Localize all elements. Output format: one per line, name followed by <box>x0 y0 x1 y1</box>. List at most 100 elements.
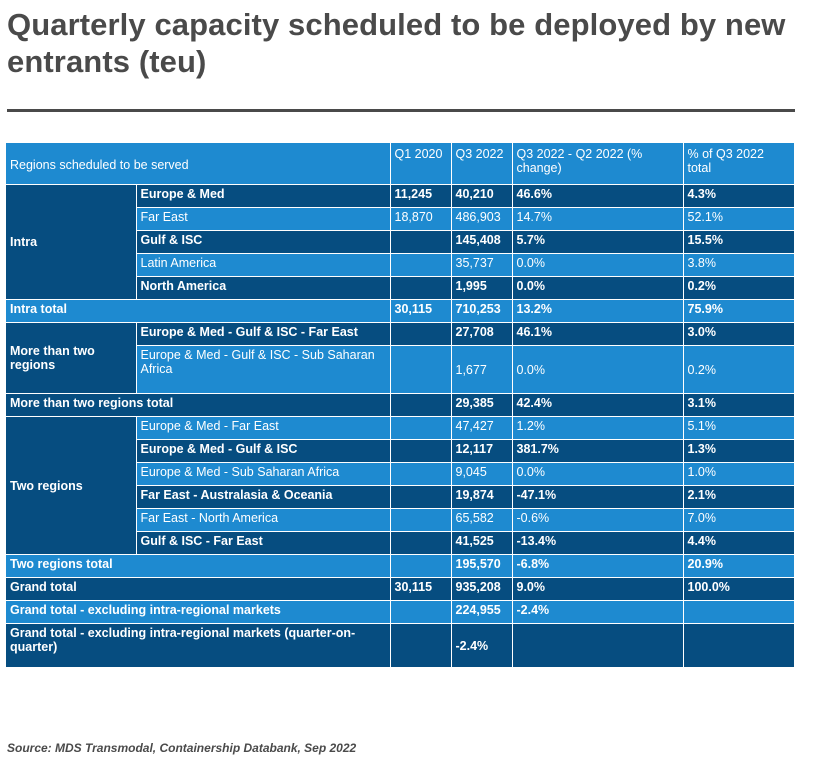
share-cell: 1.3% <box>683 439 794 463</box>
group-label-intra: Intra <box>6 184 137 300</box>
grand-total-excl-row: Grand total - excluding intra-regional m… <box>6 600 794 624</box>
share-cell: 5.1% <box>683 416 794 440</box>
change-cell: 46.1% <box>512 322 684 346</box>
q1-cell <box>390 531 452 555</box>
q1-cell <box>390 485 452 509</box>
title-divider <box>7 109 795 112</box>
q3-cell: 12,117 <box>451 439 513 463</box>
region-cell: Europe & Med - Sub Saharan Africa <box>136 462 391 486</box>
table-row: Europe & Med - Gulf & ISC 12,117 381.7% … <box>6 439 794 463</box>
q3-cell: 19,874 <box>451 485 513 509</box>
share-cell: 15.5% <box>683 230 794 254</box>
share-cell: 75.9% <box>683 299 794 323</box>
change-cell: 0.0% <box>512 276 684 300</box>
share-cell: 7.0% <box>683 508 794 532</box>
share-cell: 4.4% <box>683 531 794 555</box>
q1-cell <box>390 253 452 277</box>
q3-cell: 195,570 <box>451 554 513 578</box>
q3-cell: 486,903 <box>451 207 513 231</box>
table-row: Europe & Med - Sub Saharan Africa 9,045 … <box>6 462 794 486</box>
change-cell: 5.7% <box>512 230 684 254</box>
table-row: Latin America 35,737 0.0% 3.8% <box>6 253 794 277</box>
group-label-two-regions: Two regions <box>6 416 137 555</box>
region-cell: Gulf & ISC - Far East <box>136 531 391 555</box>
q3-cell: 27,708 <box>451 322 513 346</box>
region-cell: Latin America <box>136 253 391 277</box>
region-cell: Grand total - excluding intra-regional m… <box>6 623 391 668</box>
chart-title: Quarterly capacity scheduled to be deplo… <box>7 7 786 79</box>
table-row: More than two regions Europe & Med - Gul… <box>6 322 794 394</box>
region-cell: Two regions total <box>6 554 391 578</box>
q1-cell <box>390 230 452 254</box>
change-cell: 0.0% <box>512 253 684 277</box>
change-cell: 46.6% <box>512 184 684 208</box>
q1-cell: 30,115 <box>390 299 452 323</box>
change-cell: 1.2% <box>512 416 684 440</box>
q1-cell <box>390 276 452 300</box>
share-cell: 2.1% <box>683 485 794 509</box>
source-note: Source: MDS Transmodal, Containership Da… <box>7 741 357 755</box>
change-cell: -2.4% <box>512 600 684 624</box>
change-cell: 0.0% <box>512 345 684 394</box>
region-cell: More than two regions total <box>6 393 391 417</box>
region-cell: Far East <box>136 207 391 231</box>
change-cell: -13.4% <box>512 531 684 555</box>
column-header-q1-2020: Q1 2020 <box>390 143 452 185</box>
q3-cell: 41,525 <box>451 531 513 555</box>
change-cell: -47.1% <box>512 485 684 509</box>
change-cell <box>512 623 684 668</box>
region-cell: Intra total <box>6 299 391 323</box>
share-cell <box>683 623 794 668</box>
share-cell: 3.1% <box>683 393 794 417</box>
region-cell: Grand total - excluding intra-regional m… <box>6 600 391 624</box>
q1-cell: 30,115 <box>390 577 452 601</box>
change-cell: 381.7% <box>512 439 684 463</box>
share-cell: 52.1% <box>683 207 794 231</box>
column-header-share: % of Q3 2022 total <box>683 143 794 185</box>
grand-total-excl-qoq-row: Grand total - excluding intra-regional m… <box>6 623 794 668</box>
q3-cell: 1,995 <box>451 276 513 300</box>
q1-cell <box>390 393 452 417</box>
capacity-table: Regions scheduled to be served Q1 2020 Q… <box>6 143 794 668</box>
share-cell: 20.9% <box>683 554 794 578</box>
table-row: Far East - North America 65,582 -0.6% 7.… <box>6 508 794 532</box>
q3-cell: 710,253 <box>451 299 513 323</box>
table-row: Two regions Europe & Med - Far East 47,4… <box>6 416 794 555</box>
q1-cell <box>390 554 452 578</box>
q3-cell: 47,427 <box>451 416 513 440</box>
change-cell: 14.7% <box>512 207 684 231</box>
q3-cell: 35,737 <box>451 253 513 277</box>
table-row: Intra Europe & Med 11,245 40,210 46.6% 4… <box>6 184 794 300</box>
table-row: Far East 18,870 486,903 14.7% 52.1% <box>6 207 794 231</box>
share-cell: 100.0% <box>683 577 794 601</box>
share-cell: 1.0% <box>683 462 794 486</box>
table-header-row: Regions scheduled to be served Q1 2020 Q… <box>6 143 794 185</box>
share-cell <box>683 600 794 624</box>
table-row: Gulf & ISC - Far East 41,525 -13.4% 4.4% <box>6 531 794 555</box>
change-cell: -0.6% <box>512 508 684 532</box>
q1-cell <box>390 462 452 486</box>
q3-cell: -2.4% <box>451 623 513 668</box>
column-header-change: Q3 2022 - Q2 2022 (% change) <box>512 143 684 185</box>
total-row: Two regions total 195,570 -6.8% 20.9% <box>6 554 794 578</box>
share-cell: 4.3% <box>683 184 794 208</box>
q3-cell: 40,210 <box>451 184 513 208</box>
change-cell: 13.2% <box>512 299 684 323</box>
q1-cell <box>390 345 452 394</box>
share-cell: 0.2% <box>683 276 794 300</box>
region-cell: Far East - Australasia & Oceania <box>136 485 391 509</box>
q3-cell: 1,677 <box>451 345 513 394</box>
column-header-q3-2022: Q3 2022 <box>451 143 513 185</box>
q1-cell <box>390 322 452 346</box>
region-cell: North America <box>136 276 391 300</box>
share-cell: 3.8% <box>683 253 794 277</box>
q1-cell: 18,870 <box>390 207 452 231</box>
q3-cell: 65,582 <box>451 508 513 532</box>
q3-cell: 29,385 <box>451 393 513 417</box>
share-cell: 0.2% <box>683 345 794 394</box>
grand-total-row: Grand total 30,115 935,208 9.0% 100.0% <box>6 577 794 601</box>
region-cell: Far East - North America <box>136 508 391 532</box>
region-cell: Grand total <box>6 577 391 601</box>
region-cell: Europe & Med <box>136 184 391 208</box>
q1-cell <box>390 623 452 668</box>
